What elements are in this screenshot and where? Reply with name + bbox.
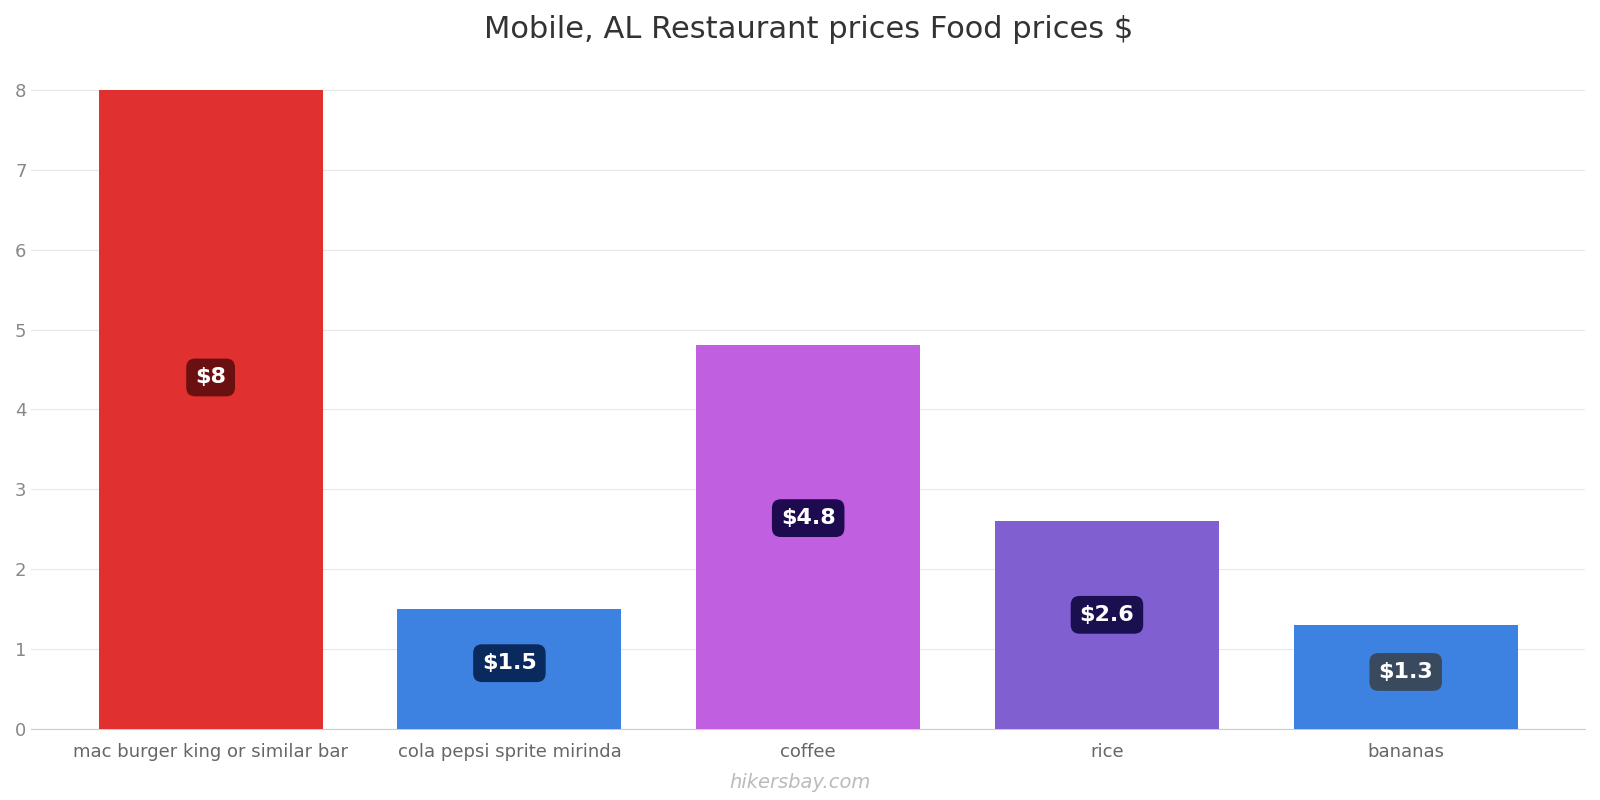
Bar (696, 346, 920, 729)
Text: $2.6: $2.6 (1080, 605, 1134, 625)
Text: $1.5: $1.5 (482, 653, 536, 673)
Title: Mobile, AL Restaurant prices Food prices $: Mobile, AL Restaurant prices Food prices… (483, 15, 1133, 44)
Text: hikersbay.com: hikersbay.com (730, 773, 870, 792)
Text: $8: $8 (195, 367, 226, 387)
Bar (995, 522, 1219, 729)
Text: $4.8: $4.8 (781, 508, 835, 528)
Bar (99, 90, 323, 729)
Bar (1294, 626, 1518, 729)
Bar (397, 610, 621, 729)
Text: $1.3: $1.3 (1378, 662, 1434, 682)
